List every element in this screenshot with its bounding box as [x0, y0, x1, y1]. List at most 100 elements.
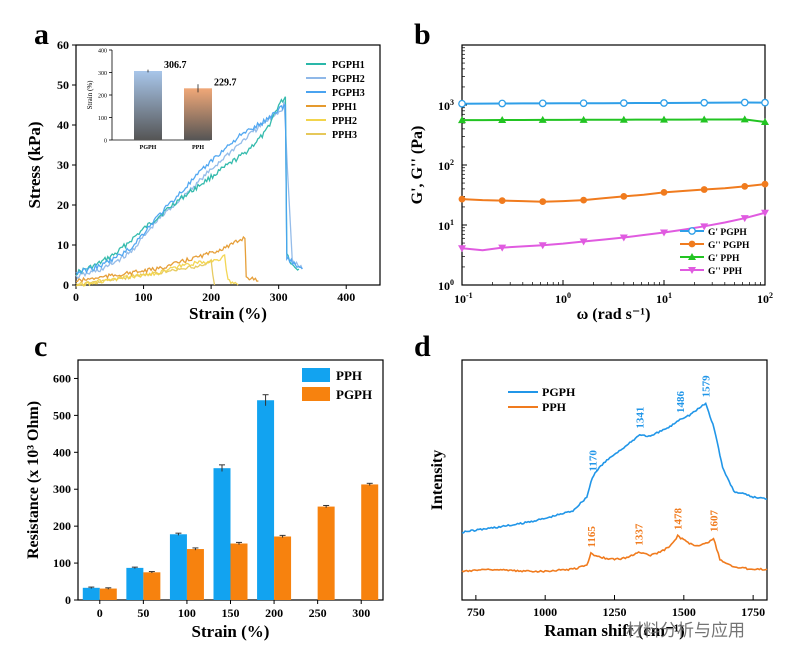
panel-b-marker [688, 240, 696, 248]
panel-c-xtick-label: 100 [178, 606, 196, 620]
panel-c-legend-label: PGPH [336, 387, 372, 402]
panel-b-marker [688, 253, 696, 260]
panel-a-ytick-label: 0 [63, 278, 69, 292]
panel-c-xtick-label: 250 [309, 606, 327, 620]
inset-value-label: 229.7 [214, 77, 237, 88]
panel-b-marker [538, 115, 547, 123]
panel-d-peak-label: 1607 [708, 509, 720, 532]
inset-ytick-label: 300 [98, 71, 107, 77]
panel-c-ytick-label: 0 [65, 593, 71, 607]
panel-c-ytick-label: 200 [53, 519, 71, 533]
panel-b-legend-label: G'' PPH [708, 267, 743, 277]
panel-c-bar-PGPH [143, 572, 161, 600]
panel-b-marker [458, 116, 466, 124]
panel-b-marker [619, 234, 628, 242]
panel-b-xtick-label: 101 [656, 291, 672, 306]
panel-d-xtick-label: 1250 [603, 605, 627, 619]
panel-d-peak-label: 1579 [701, 375, 713, 398]
panel-d-xtick-label: 750 [467, 605, 485, 619]
panel-d-chart: 750 1000 1250 1500 1750 Raman shift (cm⁻¹) Int… [429, 359, 768, 640]
panel-d-legend-label: PPH [542, 400, 567, 414]
panel-c-bar-PGPH [186, 549, 204, 600]
panel-c-ytick-label: 400 [53, 445, 71, 459]
panel-a-ytick-label: 40 [57, 118, 69, 132]
panel-b-ytick-label: 103 [438, 98, 454, 113]
inset-value-label: 306.7 [164, 60, 187, 71]
panel-a-ytick-label: 60 [57, 38, 69, 52]
panel-c-xtick-label: 0 [97, 606, 103, 620]
panel-b-series-line [461, 183, 766, 203]
panel-b-marker [498, 99, 507, 108]
panel-a-ytick-label: 50 [57, 78, 69, 92]
panel-a-ytick-label: 30 [57, 158, 69, 172]
panel-b-marker [538, 99, 547, 108]
panel-b-marker [498, 197, 506, 205]
panel-b-marker [538, 242, 547, 250]
panel-b-marker [498, 244, 507, 252]
panel-b-marker [761, 118, 769, 126]
panel-a-xtick-label: 400 [337, 290, 355, 304]
panel-b-marker [580, 196, 588, 204]
panel-b-marker [458, 99, 466, 108]
panel-b-ytick-label: 102 [438, 158, 454, 173]
panel-b-marker [458, 195, 466, 203]
inset-ytick-label: 400 [98, 49, 107, 55]
panel-b-marker [498, 116, 507, 124]
panel-d-ylabel: Intensity [429, 450, 446, 510]
panel-c-bar-PPH [169, 534, 187, 600]
panel-c-ytick-label: 100 [53, 556, 71, 570]
panel-b-marker [620, 192, 628, 200]
panel-d-xtick-label: 1500 [672, 605, 696, 619]
panel-d-peak-label: 1170 [587, 450, 599, 472]
panel-b-marker [539, 198, 547, 206]
panel-b-marker [740, 98, 749, 107]
panel-b-ytick-label: 100 [438, 278, 454, 293]
panel-b-marker [660, 188, 668, 196]
panel-d-peak-label: 1341 [635, 407, 647, 429]
panel-a-series-PGPH3 [75, 104, 303, 275]
panel-a-xtick-label: 100 [135, 290, 153, 304]
panel-c-ytick-label: 600 [53, 371, 71, 385]
panel-c-xtick-label: 300 [352, 606, 370, 620]
panel-d-frame [461, 359, 768, 601]
panel-b-ylabel: G', G'' (Pa) [409, 126, 426, 205]
panel-b-series-line [462, 118, 766, 123]
panel-b-legend-label: G' PPH [708, 254, 740, 264]
inset-bar-PGPH [134, 70, 162, 140]
panel-c-xlabel: Strain (%) [192, 622, 270, 641]
panel-d-peak-label: 1337 [634, 523, 646, 546]
panel-b-marker [579, 115, 588, 123]
panel-b-marker [619, 99, 628, 107]
panel-b-marker [761, 180, 769, 188]
panel-b-marker [740, 215, 749, 223]
panel-b-legend-label: G'' PGPH [708, 241, 750, 251]
panel-c-legend-label: PPH [336, 368, 362, 383]
panel-b-marker [660, 229, 668, 237]
panel-d-peak-label: 1486 [675, 391, 687, 414]
panel-b-marker [700, 98, 709, 107]
panel-c-bar-PGPH [317, 506, 335, 600]
panel-d-xlabel: Raman shift (cm⁻¹) [544, 621, 685, 640]
panel-b-xtick-label: 100 [555, 291, 571, 306]
panel-c-xtick-label: 50 [137, 606, 149, 620]
panel-c-xtick-label: 150 [222, 606, 240, 620]
panel-c-ytick-label: 500 [53, 408, 71, 422]
panel-b-series-line [461, 211, 766, 252]
panel-c-bar-PPH [82, 587, 100, 600]
panel-a-ytick-label: 20 [57, 198, 69, 212]
panel-a-chart: 0 10 20 30 40 50 60 0 100 200 300 400 Strain (%) Stre… [25, 38, 381, 323]
panel-c-ytick-label: 300 [53, 482, 71, 496]
panel-b-xlabel: ω (rad s⁻¹) [577, 306, 651, 323]
panel-a-series-PPH2 [75, 254, 239, 287]
inset-ylabel: Strain (%) [86, 80, 94, 110]
panel-d-series-PPH [461, 533, 768, 573]
panel-a-legend-label: PPH2 [332, 116, 357, 127]
panel-b-ytick-label: 101 [438, 218, 454, 233]
panel-b-marker [700, 186, 708, 193]
inset-ytick-label: 100 [98, 116, 107, 122]
panel-c-bar-PPH [213, 468, 231, 600]
panel-b-marker [700, 115, 709, 123]
panel-a-legend-label: PGPH3 [332, 88, 365, 99]
